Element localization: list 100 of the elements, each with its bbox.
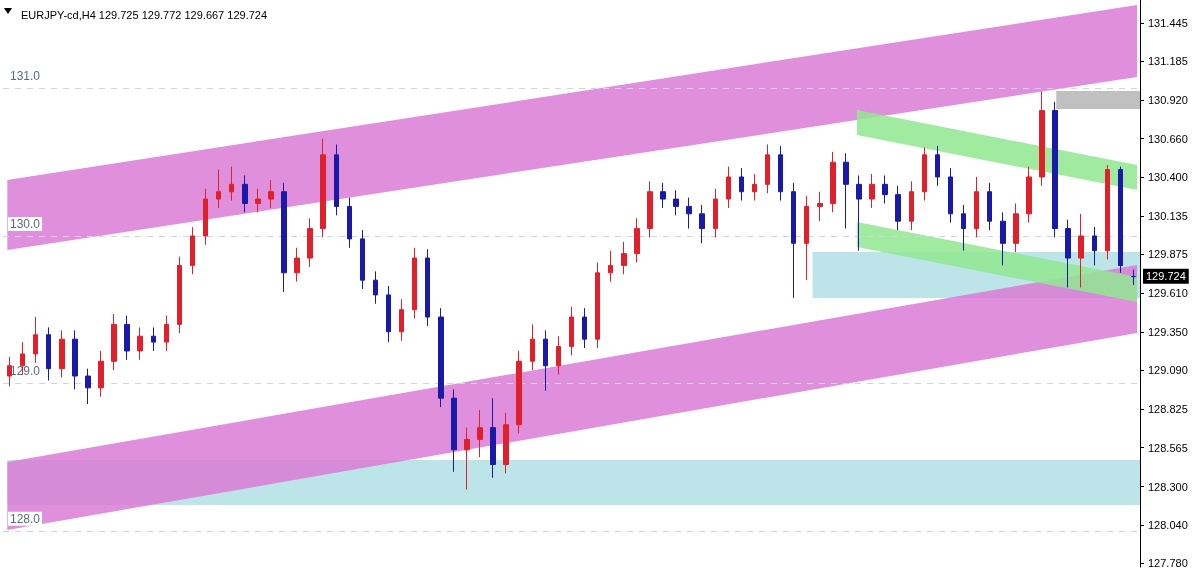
candlestick [164,315,169,352]
candlestick [699,204,705,244]
candlestick [830,151,836,213]
candlestick [294,247,300,283]
candlestick [909,180,914,231]
candlestick [334,144,339,216]
candlestick [425,248,430,327]
text: EURJPY-cd,H4 129.725 129.772 129.667 129.724 [21,8,268,21]
candlestick [412,247,417,320]
candlestick [673,189,679,216]
candlestick [1092,226,1097,266]
candlestick [765,144,770,194]
candlestick [961,204,966,252]
y-tick-label: 130.660 [1148,132,1188,145]
candlestick [869,173,875,209]
candlestick [373,270,378,305]
candlestick [752,173,757,202]
candlestick [634,217,640,263]
candlestick [922,146,927,202]
candlestick [543,329,548,392]
candlestick [503,412,509,474]
text: 129.724 [1146,270,1186,283]
candlestick [856,174,862,252]
candlestick [111,313,117,371]
candlestick [843,152,849,230]
candlestick [347,197,352,249]
candlestick [203,188,208,246]
candlestick [59,329,65,379]
candlestick [726,166,731,209]
candlestick [1065,219,1071,289]
candlestick [804,195,809,281]
y-tick-label: 129.610 [1148,287,1188,300]
candlestick [229,166,234,202]
candlestick [451,388,457,473]
y-tick-label: 129.350 [1148,325,1188,338]
candlestick [882,174,888,204]
candlestick [516,350,522,435]
candlestick [477,409,483,458]
candlestick [307,217,313,268]
candlestick [268,179,274,209]
candlestick [1000,211,1006,266]
candlestick [974,176,979,238]
candlestick [190,226,195,275]
candlestick [151,326,156,352]
candlestick [399,298,404,342]
candlestick [621,241,627,275]
candlestick [556,335,561,376]
candlestick [647,180,653,238]
candlestick [255,188,261,213]
candlestick [595,261,600,349]
candlestick [464,427,470,491]
candlestick [778,145,783,202]
candlestick [242,174,248,213]
candlestick [137,326,143,361]
candlestick [1013,203,1019,253]
candlestick [530,323,535,371]
y-tick-label: 130.400 [1148,170,1188,183]
y-tick-label: 130.920 [1148,94,1188,107]
candlestick [7,356,12,387]
candlestick [490,397,496,479]
candlestick [1078,213,1084,289]
candlestick [281,182,287,293]
y-tick-label: 131.185 [1148,55,1188,68]
candlestick [608,250,613,283]
candlestick [85,368,91,405]
candlestick [1118,166,1123,274]
candlestick [1105,164,1110,261]
candlestick [948,167,953,224]
candlestick [660,182,666,209]
candlestick [987,182,992,231]
candlestick [438,307,444,408]
candlestick [216,169,221,209]
y-tick-label: 128.565 [1148,441,1188,454]
candlestick [1052,101,1058,238]
candlestick [686,197,692,230]
candlestick [582,307,587,349]
y-tick-label: 129.090 [1148,364,1188,377]
ref-line-label: 131.0 [10,69,41,84]
candlestick [360,229,365,290]
y-tick-label: 128.300 [1148,480,1188,493]
y-tick-label: 128.040 [1148,518,1188,531]
y-tick-label: 130.135 [1148,210,1188,223]
candlestick [1026,166,1032,224]
ref-line-label: 128.0 [10,511,41,526]
candlestick [33,316,38,364]
candlestick [935,145,940,187]
candlestick [1039,90,1045,187]
candlestick [177,256,182,334]
y-tick-label: 127.780 [1148,557,1188,570]
ref-line-label: 130.0 [10,216,41,231]
y-tick-label: 128.825 [1148,403,1188,416]
candlestick [320,138,326,238]
candlestick [569,306,574,356]
candlestick [791,182,796,299]
candlestick [98,350,104,398]
candlestick [124,315,130,361]
candlestick [72,329,78,390]
candlestick [817,191,823,222]
candlestick [46,326,51,381]
candlestick [713,188,718,238]
